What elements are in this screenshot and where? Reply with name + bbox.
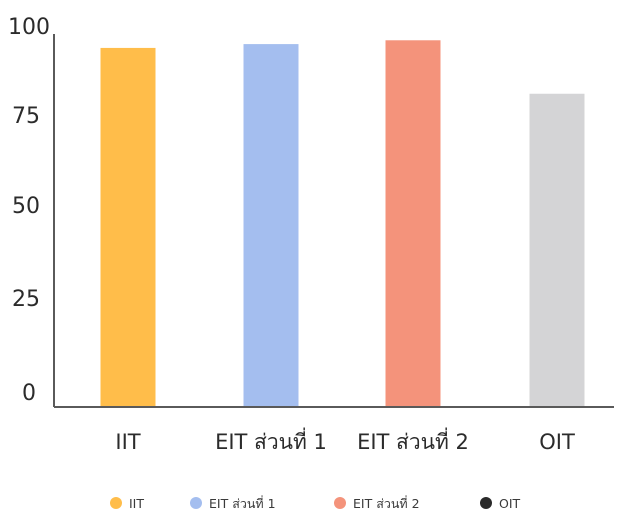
x-tick-label-eit-2: EIT ส่วนที่ 2 [357, 427, 469, 454]
bar-oit [529, 93, 585, 407]
bar-iit [100, 47, 156, 408]
legend-item-eit-2[interactable]: EIT ส่วนที่ 2 [334, 495, 420, 511]
bar-eit-2 [385, 40, 441, 407]
legend-marker-iit [110, 497, 122, 509]
legend-label-iit: IIT [129, 496, 144, 511]
legend-marker-eit-2 [334, 497, 346, 509]
legend-label-eit-2: EIT ส่วนที่ 2 [353, 495, 420, 511]
legend-label-oit: OIT [499, 496, 521, 511]
y-axis-ticks: 100 75 50 25 0 [8, 15, 50, 406]
y-tick-label: 0 [22, 381, 36, 406]
x-tick-label-oit: OIT [539, 430, 575, 454]
y-tick-label: 75 [12, 104, 40, 129]
legend-item-iit[interactable]: IIT [110, 496, 144, 511]
x-axis-labels: IIT EIT ส่วนที่ 1 EIT ส่วนที่ 2 OIT [115, 427, 575, 454]
legend-marker-oit [480, 497, 492, 509]
legend-item-oit[interactable]: OIT [480, 496, 521, 511]
legend: IIT EIT ส่วนที่ 1 EIT ส่วนที่ 2 OIT [110, 495, 521, 511]
x-tick-label-iit: IIT [115, 430, 140, 454]
bar-series [100, 40, 585, 408]
legend-item-eit-1[interactable]: EIT ส่วนที่ 1 [190, 495, 276, 511]
legend-marker-eit-1 [190, 497, 202, 509]
y-tick-label: 50 [12, 194, 40, 219]
y-tick-label: 100 [8, 15, 50, 40]
x-tick-label-eit-1: EIT ส่วนที่ 1 [215, 427, 327, 454]
bar-eit-1 [243, 44, 299, 407]
y-tick-label: 25 [12, 287, 40, 312]
legend-label-eit-1: EIT ส่วนที่ 1 [209, 495, 276, 511]
